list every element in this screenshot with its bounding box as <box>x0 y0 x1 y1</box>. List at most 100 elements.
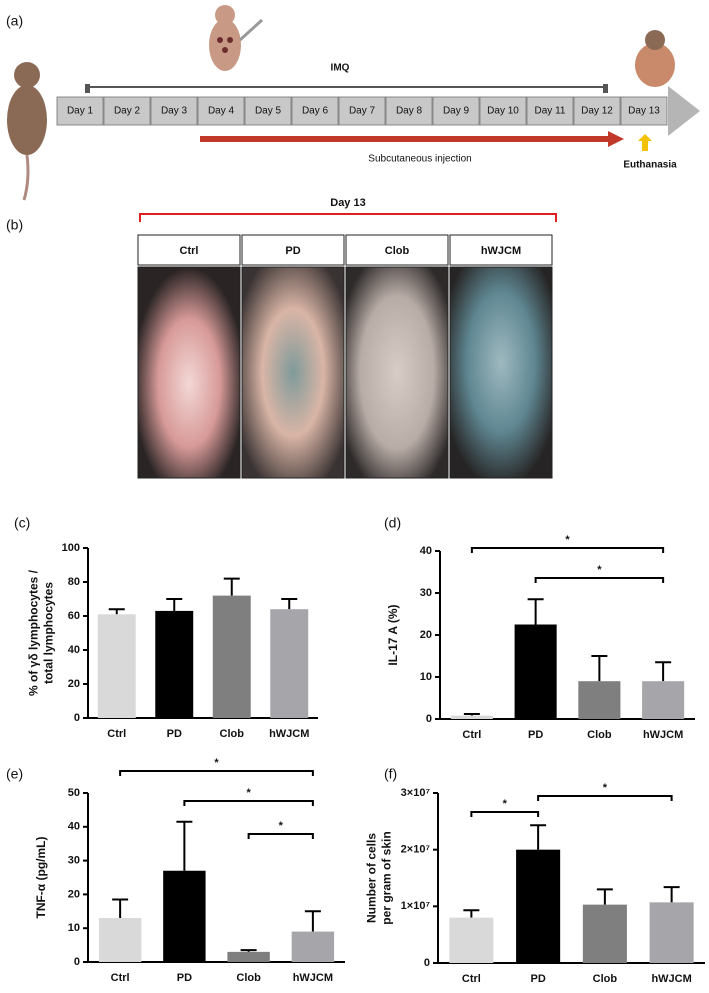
y-tick-label: 40 <box>68 821 80 833</box>
day-label: Day 2 <box>114 106 141 117</box>
photo-group-label: hWJCM <box>481 245 521 257</box>
significance-bracket <box>534 577 665 583</box>
day-label: Day 6 <box>302 106 329 117</box>
y-tick-label: 10 <box>420 671 432 683</box>
x-tick-label: PD <box>167 728 182 740</box>
y-tick-label: 100 <box>62 542 80 554</box>
day-box <box>385 96 433 126</box>
y-axis-label: Number of cells <box>365 833 379 923</box>
significance-label: * <box>603 782 608 794</box>
y-tick-label: 3×10⁷ <box>401 787 431 799</box>
day-label: Day 4 <box>208 106 235 117</box>
x-tick-label: Ctrl <box>111 972 130 984</box>
bar <box>642 681 685 719</box>
imq-label: IMQ <box>331 63 350 74</box>
y-tick-label: 20 <box>420 629 432 641</box>
bar <box>582 904 627 963</box>
significance-label: * <box>597 564 602 576</box>
x-tick-label: Ctrl <box>462 973 481 985</box>
y-axis-label: IL-17 A (%) <box>386 604 400 665</box>
bar <box>163 870 206 962</box>
day-box <box>573 96 621 126</box>
bar <box>98 918 142 962</box>
day13-bracket <box>139 213 557 222</box>
injection-label: Subcutaneous injection <box>368 154 471 165</box>
x-tick-label: hWJCM <box>269 728 309 740</box>
y-tick-label: 20 <box>68 888 80 900</box>
photo <box>345 266 449 479</box>
panel-label: (a) <box>6 13 23 29</box>
significance-bracket <box>247 833 314 839</box>
y-tick-label: 0 <box>74 956 80 968</box>
day-label: Day 8 <box>396 106 423 117</box>
y-tick-label: 10 <box>68 922 80 934</box>
panel-label: (d) <box>384 515 401 531</box>
day-box <box>338 96 386 126</box>
photo <box>449 266 553 479</box>
significance-label: * <box>246 787 251 799</box>
timeline-days: Day 1 Day 2 Day 3 Day 4 Day 5 Day 6 Day 7 Day 8… <box>56 96 668 126</box>
x-tick-label: PD <box>530 973 545 985</box>
day-box <box>56 96 104 126</box>
y-tick-label: 60 <box>68 610 80 622</box>
photos-title: Day 13 <box>330 197 365 209</box>
y-tick-label: 40 <box>420 545 432 557</box>
bar <box>291 931 335 962</box>
bar <box>155 610 194 718</box>
photo <box>241 266 345 479</box>
y-tick-label: 0 <box>424 957 430 969</box>
photo-panel: Ctrl PD Clob hWJCM <box>137 234 553 479</box>
euthanasia-arrow <box>638 134 652 151</box>
y-axis-label: % of γδ lymphocytes / <box>27 569 41 696</box>
x-tick-label: PD <box>528 729 543 741</box>
day-label: Day 7 <box>349 106 376 117</box>
x-tick-label: hWJCM <box>651 973 691 985</box>
day-label: Day 3 <box>161 106 188 117</box>
y-tick-label: 80 <box>68 576 80 588</box>
y-tick-label: 0 <box>74 712 80 724</box>
significance-label: * <box>503 798 508 810</box>
y-tick-label: 2×10⁷ <box>401 844 431 856</box>
x-tick-label: Ctrl <box>462 729 481 741</box>
bar <box>97 614 136 718</box>
day-label: Day 10 <box>487 106 519 117</box>
y-tick-label: 0 <box>426 713 432 725</box>
y-tick-label: 30 <box>420 587 432 599</box>
y-axis-label: TNF-α (pg/mL) <box>34 836 48 918</box>
y-axis-label: total lymphocytes <box>42 582 56 684</box>
significance-bracket <box>470 547 665 553</box>
bar <box>450 715 493 719</box>
significance-bracket <box>537 795 673 801</box>
day-label: Day 12 <box>581 106 613 117</box>
euthanasia-label: Euthanasia <box>623 160 677 171</box>
day-box <box>526 96 574 126</box>
photo <box>137 266 241 479</box>
day-label: Day 9 <box>443 106 470 117</box>
day-box <box>103 96 151 126</box>
imq-bracket <box>603 84 608 93</box>
day-box <box>432 96 480 126</box>
day-label: Day 11 <box>535 106 566 117</box>
mouse-icon <box>635 30 675 87</box>
bar <box>516 849 561 963</box>
imq-bracket <box>85 84 90 93</box>
bar <box>270 609 309 718</box>
day-box <box>244 96 292 126</box>
photo-header <box>241 234 345 266</box>
day-label: Day 13 <box>628 106 660 117</box>
photo-header <box>137 234 241 266</box>
timeline-arrow <box>668 86 700 136</box>
panel-label: (b) <box>6 217 23 233</box>
y-tick-label: 1×10⁷ <box>401 900 431 912</box>
significance-label: * <box>279 820 284 832</box>
photo-group-label: Clob <box>385 245 410 257</box>
day-box <box>479 96 527 126</box>
y-tick-label: 30 <box>68 855 80 867</box>
x-tick-label: PD <box>177 972 192 984</box>
photo-header <box>449 234 553 266</box>
bar <box>212 595 251 718</box>
bar <box>578 681 621 719</box>
x-tick-label: Clob <box>236 972 261 984</box>
